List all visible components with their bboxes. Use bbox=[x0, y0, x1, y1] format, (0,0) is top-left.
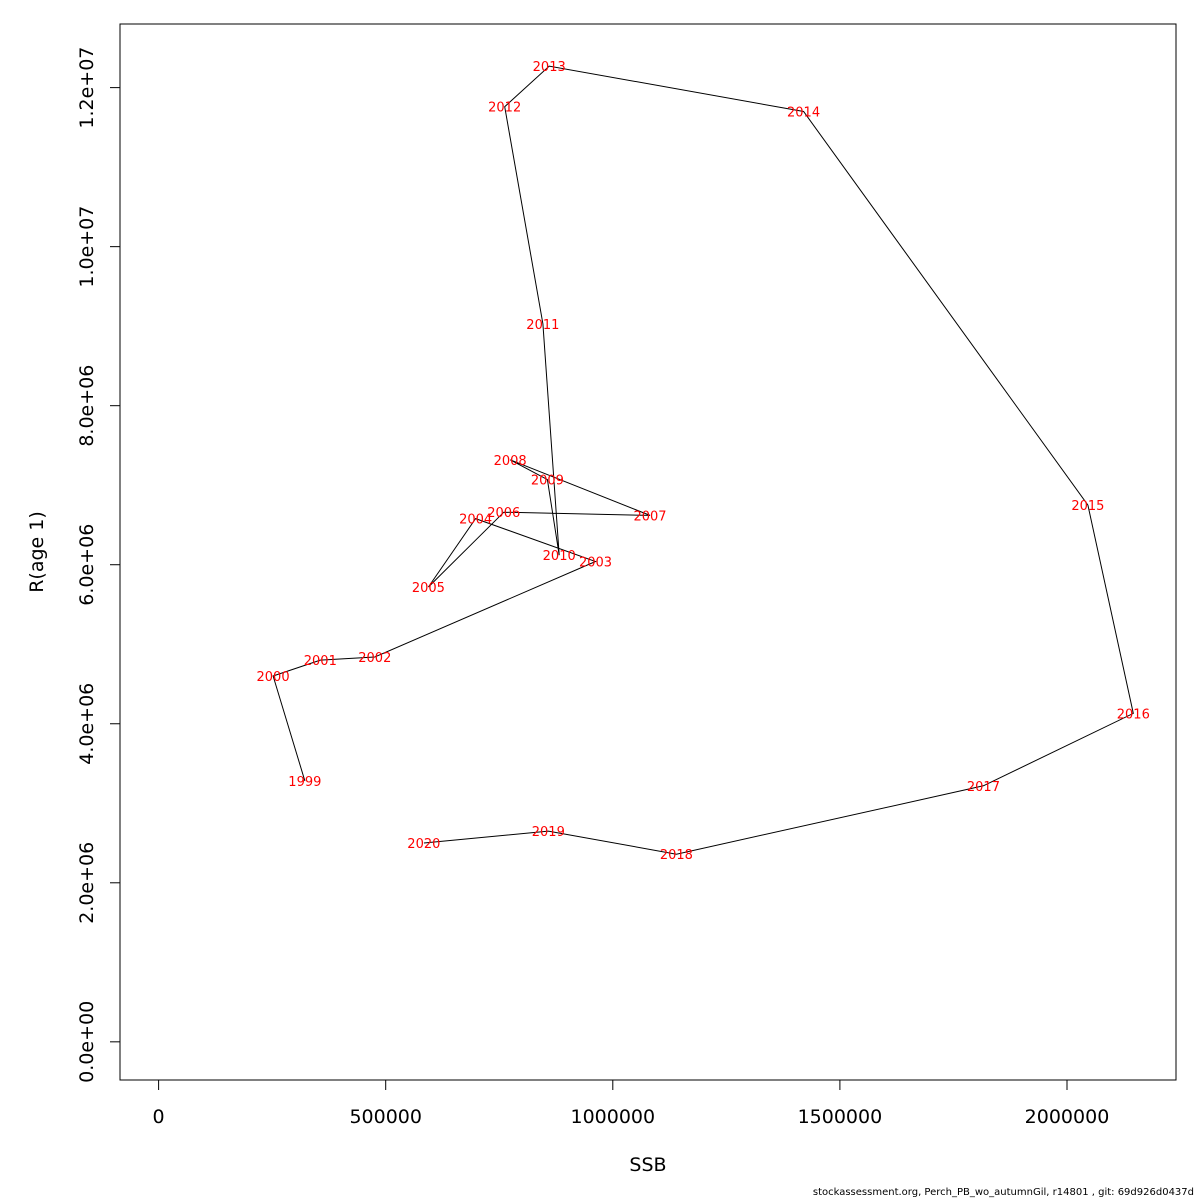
year-label-2000: 2000 bbox=[257, 670, 290, 685]
x-axis-title: SSB bbox=[629, 1154, 666, 1176]
y-axis-title: R(age 1) bbox=[26, 511, 48, 593]
x-tick-label: 500000 bbox=[349, 1106, 422, 1128]
y-tick-label: 6.0e+06 bbox=[76, 524, 98, 606]
x-tick-label: 1500000 bbox=[798, 1106, 883, 1128]
year-label-2006: 2006 bbox=[487, 506, 520, 521]
x-tick-label: 0 bbox=[153, 1106, 165, 1128]
year-label-2017: 2017 bbox=[967, 780, 1000, 795]
y-tick-label: 8.0e+06 bbox=[76, 365, 98, 447]
year-label-2015: 2015 bbox=[1071, 499, 1104, 514]
x-axis: 0 500000 1000000 1500000 2000000 bbox=[153, 1079, 1110, 1128]
year-label-2020: 2020 bbox=[407, 837, 440, 852]
year-label-2002: 2002 bbox=[358, 651, 391, 666]
y-tick-label: 4.0e+06 bbox=[76, 683, 98, 765]
recruitment-ssb-path bbox=[272, 65, 1134, 855]
year-label-2019: 2019 bbox=[532, 825, 565, 840]
plot-frame bbox=[119, 23, 1177, 1081]
year-label-2012: 2012 bbox=[488, 101, 521, 116]
year-label-2016: 2016 bbox=[1117, 707, 1150, 722]
y-axis: 0.0e+00 2.0e+06 4.0e+06 6.0e+06 8.0e+06 1.0e+… bbox=[76, 47, 121, 1083]
year-label-2008: 2008 bbox=[494, 454, 527, 469]
y-tick-label: 0.0e+00 bbox=[76, 1001, 98, 1083]
year-label-2009: 2009 bbox=[531, 474, 564, 489]
year-label-2004: 2004 bbox=[459, 513, 492, 528]
year-labels: 1999 2000 2001 2002 2003 2004 2005 2006 2007 2008… bbox=[257, 60, 1150, 863]
year-label-2014: 2014 bbox=[787, 105, 820, 120]
year-label-2003: 2003 bbox=[579, 556, 612, 571]
y-tick-label: 1.2e+07 bbox=[76, 47, 98, 129]
series-line bbox=[272, 65, 1134, 855]
year-label-2007: 2007 bbox=[633, 509, 666, 524]
footer-caption: stockassessment.org, Perch_PB_wo_autumnG… bbox=[812, 1187, 1194, 1198]
year-label-2001: 2001 bbox=[304, 654, 337, 669]
year-label-2010: 2010 bbox=[543, 549, 576, 564]
x-tick-label: 1000000 bbox=[570, 1106, 655, 1128]
year-label-2005: 2005 bbox=[412, 581, 445, 596]
year-label-2011: 2011 bbox=[526, 318, 559, 333]
year-label-2013: 2013 bbox=[533, 60, 566, 75]
x-tick-label: 2000000 bbox=[1025, 1106, 1110, 1128]
year-label-2018: 2018 bbox=[660, 848, 693, 863]
y-tick-label: 1.0e+07 bbox=[76, 206, 98, 288]
year-label-1999: 1999 bbox=[288, 775, 321, 790]
y-tick-label: 2.0e+06 bbox=[76, 842, 98, 924]
